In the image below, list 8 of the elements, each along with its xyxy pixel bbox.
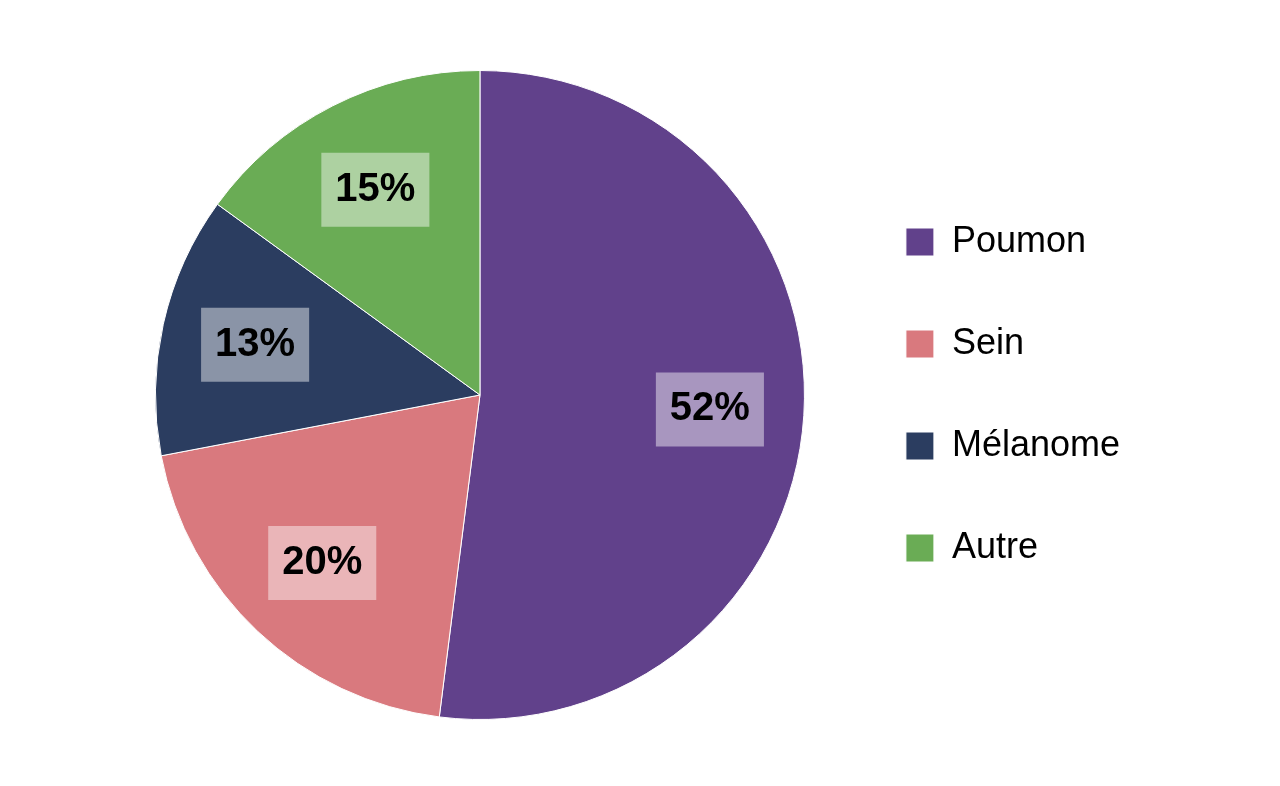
data-label: 52%	[669, 384, 750, 429]
data-label: 15%	[335, 164, 416, 209]
legend-label: Mélanome	[951, 422, 1121, 464]
data-label: 13%	[215, 319, 296, 364]
data-label: 20%	[282, 537, 363, 582]
legend-label: Sein	[951, 320, 1024, 362]
legend-label: Autre	[951, 524, 1038, 566]
legend-label: Poumon	[951, 218, 1087, 260]
